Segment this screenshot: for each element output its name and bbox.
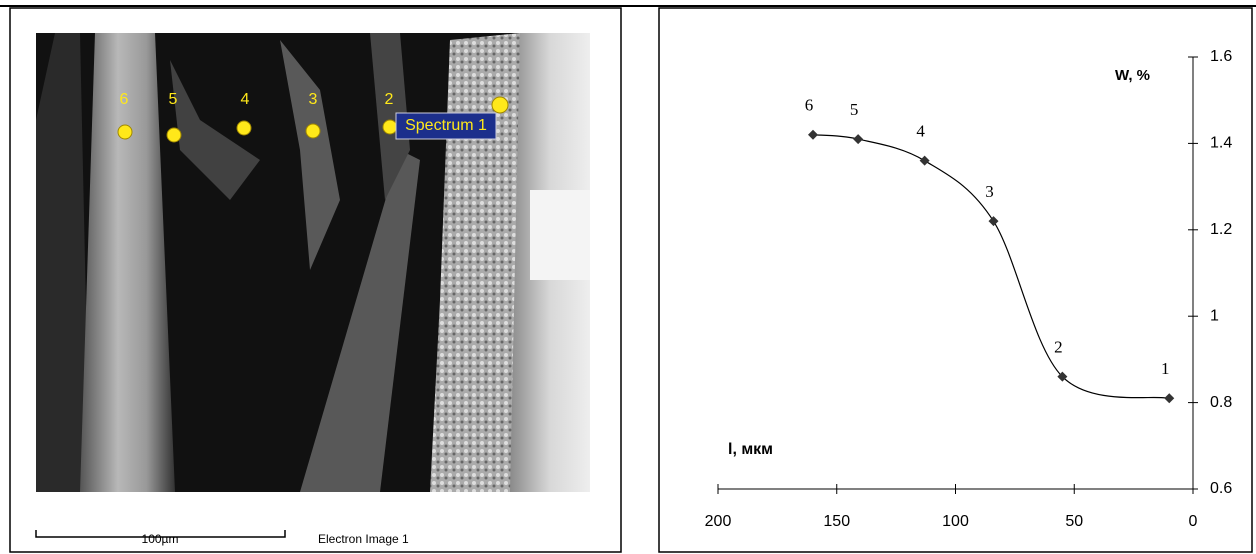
marker-label: 3 [309, 91, 318, 108]
point-label: 2 [1054, 338, 1063, 357]
sem-panel: 6 5 4 3 2 Spectrum 1 100µm Electron Imag… [10, 8, 621, 552]
marker-label: 6 [120, 91, 129, 108]
x-tick-label: 200 [705, 513, 732, 530]
y-tick-label: 1.4 [1210, 135, 1232, 152]
marker-dot [306, 124, 320, 138]
y-tick-label: 1 [1210, 307, 1219, 324]
y-tick-label: 0.6 [1210, 480, 1232, 497]
scale-label: 100µm [142, 532, 179, 546]
point-label: 3 [985, 182, 994, 201]
marker-dot [237, 121, 251, 135]
x-tick-label: 150 [823, 513, 850, 530]
page: 6 5 4 3 2 Spectrum 1 100µm Electron Imag… [0, 0, 1256, 554]
x-tick-label: 100 [942, 513, 969, 530]
marker-label: 2 [385, 91, 394, 108]
x-tick-label: 0 [1189, 513, 1198, 530]
point-label: 5 [850, 100, 859, 119]
marker-dot [118, 125, 132, 139]
y-tick-label: 0.8 [1210, 394, 1232, 411]
spectrum-label: Spectrum 1 [405, 117, 487, 134]
marker-dot [492, 97, 508, 113]
marker-label: 4 [241, 91, 250, 108]
y-tick-label: 1.2 [1210, 221, 1232, 238]
x-axis-label: l, мкм [728, 441, 773, 458]
panel-frame [659, 8, 1252, 552]
marker-label: 5 [169, 91, 178, 108]
point-label: 6 [805, 96, 814, 115]
sem-texture [530, 190, 590, 280]
marker-dot [167, 128, 181, 142]
image-caption: Electron Image 1 [318, 532, 409, 546]
marker-dot [383, 120, 397, 134]
y-axis-label: W, % [1115, 67, 1150, 84]
y-tick-label: 1.6 [1210, 48, 1232, 65]
point-label: 1 [1161, 359, 1170, 378]
x-tick-label: 50 [1065, 513, 1083, 530]
point-label: 4 [916, 122, 925, 141]
